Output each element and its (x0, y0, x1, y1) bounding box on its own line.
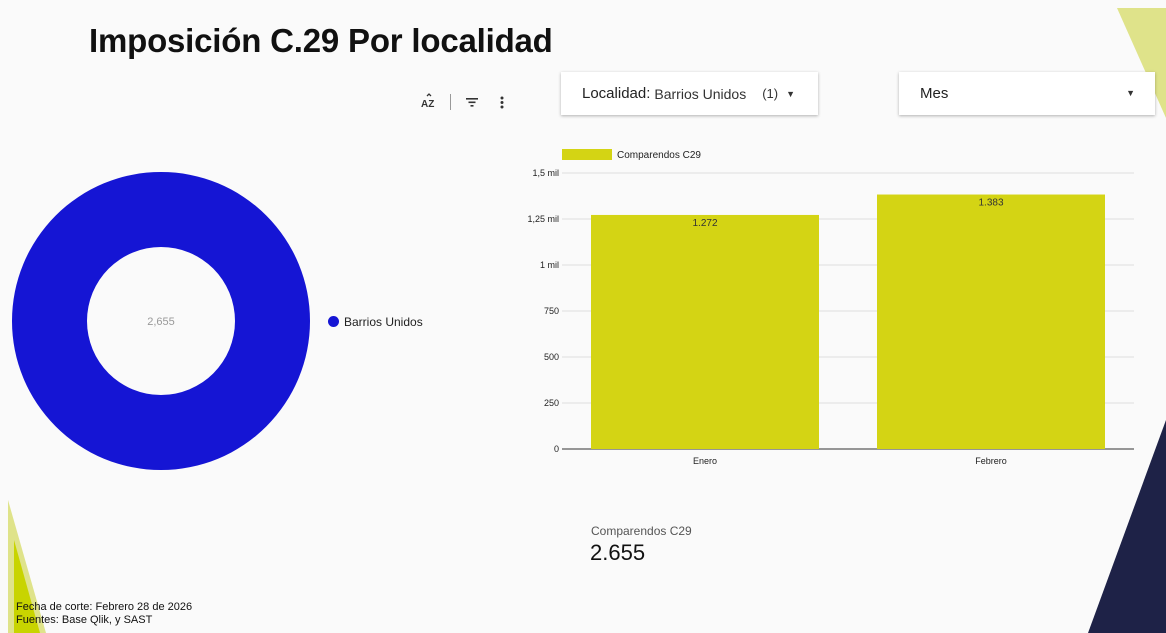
legend-marker-barrios-unidos (328, 316, 339, 327)
bar-febrero[interactable] (877, 194, 1105, 449)
bar-data-label: 1.272 (692, 218, 717, 229)
filter-icon[interactable] (463, 93, 481, 111)
x-tick-label: Febrero (975, 456, 1007, 466)
y-tick-label: 1 mil (540, 260, 559, 270)
footer-sources: Fuentes: Base Qlik, y SAST (16, 614, 153, 626)
localidad-filter-count: (1) (762, 86, 779, 101)
bar-legend-label[interactable]: Comparendos C29 (617, 150, 701, 161)
y-tick-label: 1,25 mil (527, 214, 559, 224)
localidad-filter-value: Barrios Unidos (654, 85, 747, 102)
scorecard-value: 2.655 (590, 540, 646, 565)
mes-filter-label: Mes (920, 85, 949, 102)
y-tick-label: 250 (544, 398, 559, 408)
y-tick-label: 500 (544, 352, 559, 362)
y-tick-label: 0 (554, 444, 559, 454)
svg-text:AZ: AZ (421, 99, 434, 110)
mes-filter[interactable]: Mes ▼ (899, 72, 1155, 115)
donut-chart[interactable]: 2,655 (0, 160, 320, 480)
y-tick-label: 750 (544, 306, 559, 316)
bar-legend-swatch (562, 149, 612, 160)
localidad-filter[interactable]: Localidad: Barrios Unidos (1) ▼ (561, 72, 818, 115)
chevron-down-icon: ▼ (1126, 88, 1135, 98)
chevron-down-icon: ▼ (786, 88, 796, 99)
scorecard-label: Comparendos C29 (591, 524, 692, 538)
x-tick-label: Enero (693, 456, 717, 466)
donut-center-label: 2,655 (147, 316, 175, 328)
toolbar-divider (450, 94, 451, 110)
deco-yellow-bottom-left (14, 540, 40, 633)
bar-data-label: 1.383 (978, 198, 1003, 209)
footer-notes: Fecha de corte: Febrero 28 de 2026 Fuent… (16, 601, 192, 627)
donut-legend-label[interactable]: Barrios Unidos (344, 315, 423, 329)
localidad-filter-label: Localidad: (582, 85, 651, 102)
bar-chart[interactable]: Comparendos C29 0 250 500 750 1 mil 1,25 mil 1,… (500, 140, 1140, 480)
chart-toolbar: AZ (420, 93, 511, 111)
sort-az-icon[interactable]: AZ (420, 93, 438, 111)
footer-cutoff-date: Fecha de corte: Febrero 28 de 2026 (16, 601, 193, 613)
bar-enero[interactable] (591, 214, 819, 449)
page-title: Imposición C.29 Por localidad (89, 22, 553, 59)
deco-navy-bottom-right (1088, 420, 1166, 633)
y-tick-label: 1,5 mil (532, 168, 559, 178)
more-vert-icon[interactable] (493, 93, 511, 111)
